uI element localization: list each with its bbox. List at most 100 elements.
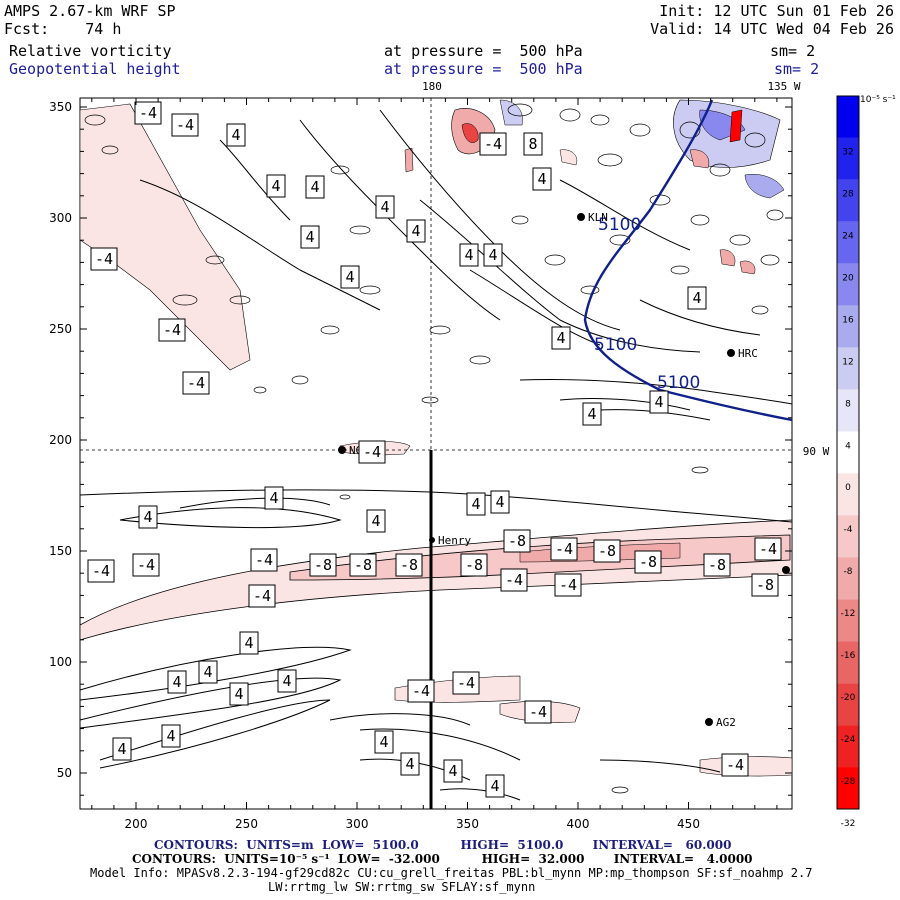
colorbar-swatch [837,431,859,474]
colorbar-swatch [837,641,859,684]
contour-value-label: -4 [457,674,475,692]
colorbar-tick-label: 28 [842,190,854,200]
colorbar-tick-label: 32 [842,148,853,158]
colorbar-tick-label: -16 [841,651,856,661]
colorbar-swatch [837,683,859,726]
contour-value-label: 4 [143,508,152,526]
y-tick-label: 300 [49,211,72,225]
geopotential-contour [583,99,793,422]
contour-value-label: -4 [255,551,273,569]
contour-value-label: 4 [310,178,319,196]
colorbar-swatch [837,389,859,432]
contour-value-label: -8 [400,556,418,574]
contour-value-label: -4 [137,556,155,574]
station-dot-ag2 [705,718,713,726]
station-henry: Henry [438,534,471,547]
lon-label-180: 180 [422,80,442,93]
contour-value-label: 8 [528,135,537,153]
contour-value-label: -8 [639,553,657,571]
contour-value-label: -4 [412,682,430,700]
colorbar-tick-label: -24 [841,735,856,745]
contour-value-label: 4 [411,222,420,240]
contour-value-label: -4 [253,587,271,605]
station-dot-kln [577,213,585,221]
colorbar-swatch [837,725,859,768]
colorbar-tick-label: 4 [845,441,851,451]
colorbar-tick-label: -28 [841,777,856,787]
x-tick-label: 200 [125,817,148,831]
valid-time: Valid: 14 UTC Wed 04 Feb 26 [650,20,894,38]
contour-value-label: 4 [203,663,212,681]
field1-smoothing: sm= 2 [770,42,816,60]
contour-value-label: -4 [759,540,777,558]
contour-value-label: 4 [117,740,126,758]
model-title: AMPS 2.67-km WRF SP [4,2,176,20]
contour-value-label: -4 [139,104,157,122]
station-hrc: HRC [738,347,758,360]
station-kln: KLN [588,211,608,224]
contour-value-label: 4 [345,268,354,286]
contour-value-label: 4 [448,762,457,780]
footer-model-physics: LW:rrtmg_lw SW:rrtmg_sw SFLAY:sf_mynn [268,880,536,894]
forecast-label-text: Fcst: [4,20,50,38]
contour-value-label: 4 [379,733,388,751]
field1-level: at pressure = 500 hPa [384,42,583,60]
contour-value-label: -4 [92,562,110,580]
y-tick-label: 50 [57,766,72,780]
contour-value-label: -8 [598,542,616,560]
contour-value-label: 4 [537,170,546,188]
contour-value-label: -4 [505,571,523,589]
colorbar-swatch [837,221,859,264]
colorbar-tick-label: -20 [841,693,856,703]
x-tick-label: 250 [235,817,258,831]
footer-model-info: Model Info: MPASv8.2.3-194-gf29cd82c CU:… [90,866,813,880]
colorbar-swatch [837,305,859,348]
colorbar-swatch [837,137,859,180]
height-label-3: 5100 [657,373,700,393]
field1-name: Relative vorticity [9,42,172,60]
contour-value-label: -8 [708,556,726,574]
contour-value-label: 4 [371,512,380,530]
contour-value-label: 4 [692,289,701,307]
init-time: Init: 12 UTC Sun 01 Feb 26 [659,2,894,20]
colorbar-tick-label: 20 [842,274,854,284]
colorbar-swatch [837,767,859,809]
small-features [84,103,784,794]
colorbar-swatch [837,557,859,600]
contour-value-label: 4 [405,755,414,773]
contour-value-label: 4 [305,228,314,246]
contour-value-label: 4 [166,727,175,745]
colorbar: 32 28 24 20 16 12 8 4 0 -4 -8 -12 -16 -20 -24 -28 -32 [836,95,860,829]
colorbar-tick-label: -12 [841,609,856,619]
contour-value-label: 4 [271,177,280,195]
reference-lines [80,98,792,809]
contour-value-label: 4 [488,246,497,264]
contour-value-label: -4 [559,576,577,594]
contour-value-label: 4 [231,126,240,144]
contour-value-label: 4 [380,198,389,216]
contour-value-label: -4 [529,703,547,721]
y-tick-label: 250 [49,322,72,336]
station-dot-henry [429,537,435,543]
contour-value-label: -8 [354,556,372,574]
forecast-label: Fcst: 74 h [4,21,121,38]
field2-name: Geopotential height [9,60,181,78]
lon-label-90w: 90 W [803,445,830,458]
colorbar-tick-label: 0 [845,483,851,493]
contour-value-label: -4 [726,756,744,774]
x-tick-label: 350 [456,817,479,831]
contour-value-label: 4 [495,493,504,511]
contour-value-label: -8 [508,532,526,550]
y-tick-label: 100 [49,655,72,669]
vorticity-contours [79,109,793,801]
colorbar-swatch [837,179,859,222]
height-labels: 5100 5100 5100 [594,215,700,393]
station-dot-edge [782,566,790,574]
colorbar-swatch [837,515,859,558]
field2-smoothing: sm= 2 [774,60,820,78]
colorbar-swatch [837,599,859,642]
contour-value-label: 4 [234,685,243,703]
colorbar-swatch [837,473,859,516]
height-label-1: 5100 [598,215,641,235]
